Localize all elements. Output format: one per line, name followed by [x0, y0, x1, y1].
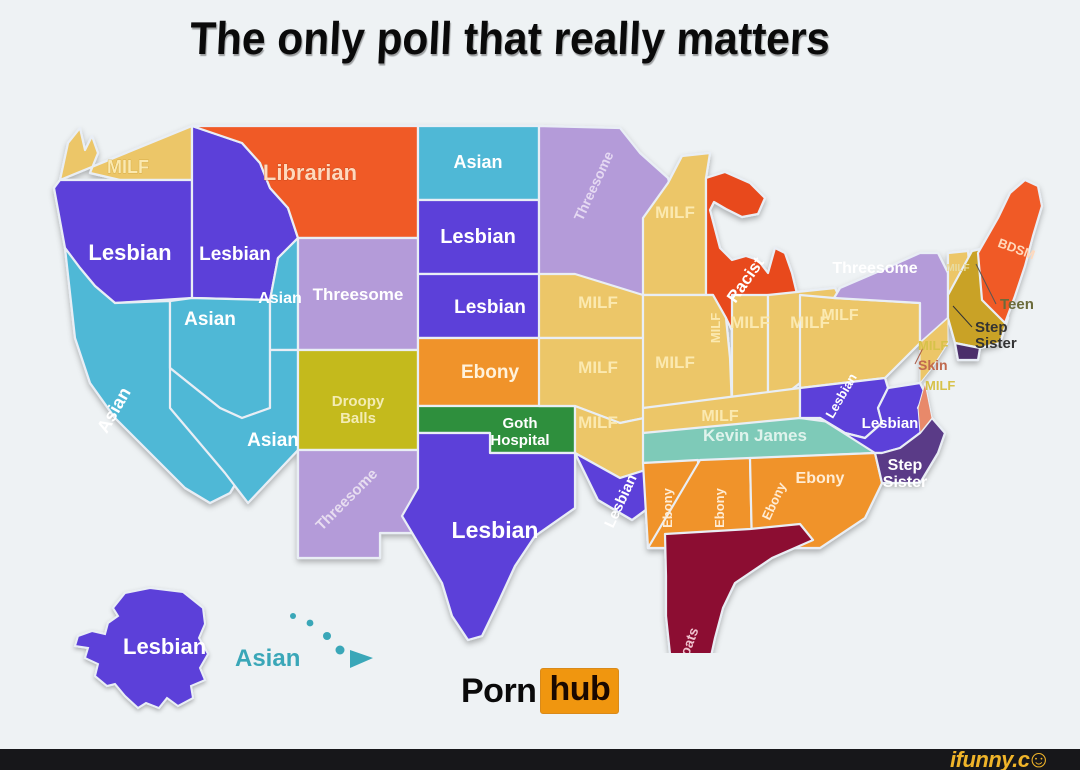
svg-text:MILF: MILF	[946, 263, 969, 274]
svg-text:Lesbian: Lesbian	[454, 297, 526, 318]
svg-text:Droopy: Droopy	[332, 393, 385, 410]
svg-text:Skin: Skin	[918, 357, 948, 373]
svg-text:Step: Step	[975, 319, 1008, 336]
svg-text:Step: Step	[888, 457, 923, 474]
svg-text:Lesbian: Lesbian	[88, 240, 171, 265]
svg-text:Goth: Goth	[503, 415, 538, 432]
svg-text:MILF: MILF	[578, 413, 618, 432]
svg-text:MILF: MILF	[730, 313, 770, 332]
svg-text:MILF: MILF	[578, 358, 618, 377]
svg-text:Ebony: Ebony	[796, 470, 845, 487]
svg-text:MILF: MILF	[578, 293, 618, 312]
svg-text:Asian: Asian	[453, 152, 502, 172]
svg-text:MILF: MILF	[655, 353, 695, 372]
svg-text:Teen: Teen	[1000, 296, 1034, 313]
svg-text:Sister: Sister	[975, 335, 1017, 352]
svg-text:Lesbian: Lesbian	[440, 226, 516, 248]
svg-text:Hospital: Hospital	[490, 432, 549, 449]
svg-text:Threesome: Threesome	[832, 260, 917, 277]
svg-text:Ebony: Ebony	[461, 362, 519, 383]
svg-text:MILF: MILF	[701, 408, 739, 425]
svg-text:Asian: Asian	[247, 430, 299, 451]
svg-text:Threesome: Threesome	[313, 285, 404, 304]
svg-text:MILF: MILF	[925, 378, 955, 393]
svg-text:MILF: MILF	[821, 307, 859, 324]
svg-text:Sister: Sister	[883, 474, 927, 491]
svg-text:MILF: MILF	[918, 338, 948, 353]
svg-text:Ebony: Ebony	[660, 487, 675, 527]
svg-text:Asian: Asian	[258, 290, 302, 307]
svg-text:Asian: Asian	[184, 309, 236, 330]
svg-text:Ebony: Ebony	[712, 487, 727, 527]
svg-text:Lesbian: Lesbian	[199, 244, 271, 265]
svg-text:MILF: MILF	[655, 203, 695, 222]
svg-text:Lesbian: Lesbian	[452, 517, 539, 543]
svg-text:MILF: MILF	[708, 313, 723, 343]
svg-text:Librarian: Librarian	[263, 160, 357, 185]
svg-text:Kevin James: Kevin James	[703, 426, 807, 445]
svg-text:Balls: Balls	[340, 410, 376, 427]
svg-text:Lesbian: Lesbian	[862, 415, 919, 432]
svg-text:MILF: MILF	[107, 157, 149, 177]
